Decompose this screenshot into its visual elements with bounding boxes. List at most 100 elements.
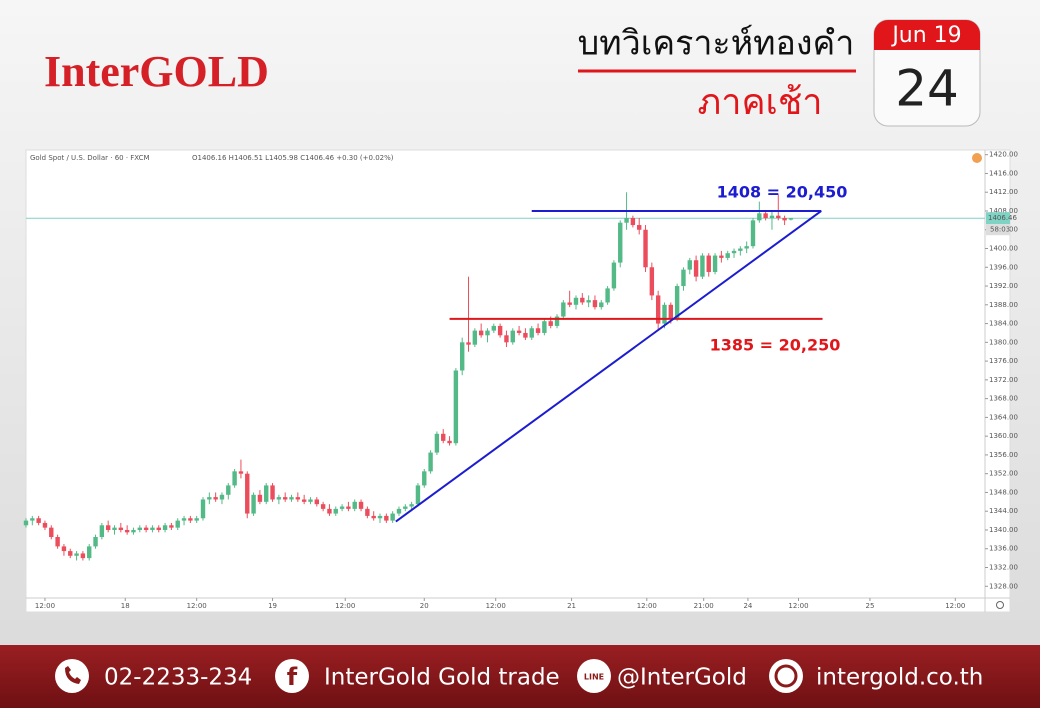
candle-body (611, 262, 617, 289)
candle-body (516, 330, 522, 333)
candle-body (124, 529, 130, 533)
candle-body (276, 497, 282, 500)
candle-body (466, 342, 471, 345)
settings-icon (996, 601, 1004, 609)
candle-body (504, 335, 509, 343)
y-tick-label: 1328.00 (989, 582, 1018, 590)
subtitle: ภาคเช้า (698, 82, 823, 123)
candle-body (719, 255, 724, 258)
annotation: 1385 = 20,250 (710, 336, 841, 355)
candle-body (725, 253, 730, 258)
candle-body (226, 485, 231, 495)
candle-body (744, 246, 749, 249)
x-tick-label: 24 (743, 602, 752, 610)
annotation: 1408 = 20,450 (717, 183, 848, 202)
web-icon (769, 659, 803, 693)
symbol: Gold Spot / U.S. Dollar · 60 · FXCM (30, 154, 150, 162)
candle-body (377, 515, 383, 519)
candle-body (561, 302, 566, 317)
candle-body (403, 506, 408, 509)
candle-body (624, 218, 629, 223)
candle-body (93, 537, 98, 547)
candle-body (327, 508, 332, 514)
candle-body (213, 497, 218, 500)
candle-body (472, 330, 478, 345)
candle-body (738, 248, 743, 251)
candle-body (706, 255, 711, 272)
candle-body (586, 300, 591, 303)
y-tick-label: 1348.00 (989, 488, 1018, 496)
candle-body (169, 525, 174, 528)
candle-body (118, 527, 124, 530)
candle-body (573, 297, 579, 305)
candle-body (30, 518, 35, 521)
y-tick-label: 1396.00 (989, 263, 1018, 271)
candle-body (687, 260, 692, 270)
candle-body (523, 332, 528, 338)
candle-body (693, 260, 699, 277)
line-icon (577, 659, 611, 693)
x-tick-label: 12:00 (637, 602, 657, 610)
candle-body (346, 506, 351, 509)
calendar-month: Jun 19 (890, 23, 961, 48)
candle-body (219, 494, 225, 500)
candle-body (649, 267, 655, 296)
candle-body (630, 218, 636, 226)
phone-glyph (65, 666, 81, 684)
candle-body (194, 518, 199, 521)
candle-body (674, 286, 680, 319)
status-dot (972, 153, 982, 163)
y-tick-label: 1336.00 (989, 545, 1018, 553)
chart-panel (25, 149, 1011, 613)
candle-body (301, 499, 307, 502)
candle-body (105, 525, 111, 530)
y-tick-label: 1400.00 (989, 245, 1018, 253)
candle-body (655, 295, 661, 324)
candle-body (68, 551, 73, 556)
facebook: InterGold Gold trade (324, 665, 560, 691)
candle-body (251, 494, 256, 514)
candle-body (529, 328, 534, 338)
candle-body (188, 518, 193, 521)
candle-body (131, 529, 136, 533)
candle-body (643, 229, 648, 268)
y-tick-label: 1340.00 (989, 526, 1018, 534)
y-tick-label: 1420.00 (989, 151, 1018, 159)
candle-body (510, 330, 515, 343)
candle-body (409, 504, 414, 507)
candle-body (80, 553, 86, 559)
candle-body (333, 508, 338, 514)
footer (0, 645, 1040, 708)
drawn-line (395, 210, 822, 523)
logo: InterGOLD (44, 47, 269, 96)
candle-body (320, 504, 326, 509)
last-price-box (986, 212, 1010, 225)
candle-body (49, 527, 54, 538)
x-tick-label: 12:00 (486, 602, 506, 610)
y-tick-label: 1360.00 (989, 432, 1018, 440)
candle-body (788, 218, 794, 220)
candle-body (289, 497, 294, 500)
candle-body (441, 433, 446, 441)
candle-body (207, 497, 212, 500)
candle-body (567, 302, 572, 305)
candle-body (459, 342, 465, 371)
candle-body (548, 321, 553, 326)
candle-body (175, 520, 180, 528)
candle-body (200, 499, 206, 519)
y-tick-label: 1384.00 (989, 320, 1018, 328)
facebook-icon (275, 659, 309, 693)
y-tick-label: 1416.00 (989, 169, 1018, 177)
facebook-glyph: f (287, 663, 298, 691)
candle-body (150, 527, 155, 530)
candle-body (295, 497, 301, 500)
candle-body (314, 499, 319, 505)
candle-body (55, 537, 60, 547)
candle-body (162, 525, 168, 530)
y-tick-label: 1352.00 (989, 470, 1018, 478)
candle-body (776, 215, 781, 219)
candle-body (390, 513, 395, 521)
x-tick-label: 21 (567, 602, 576, 610)
candle-body (384, 515, 389, 521)
candle-body (156, 527, 161, 530)
